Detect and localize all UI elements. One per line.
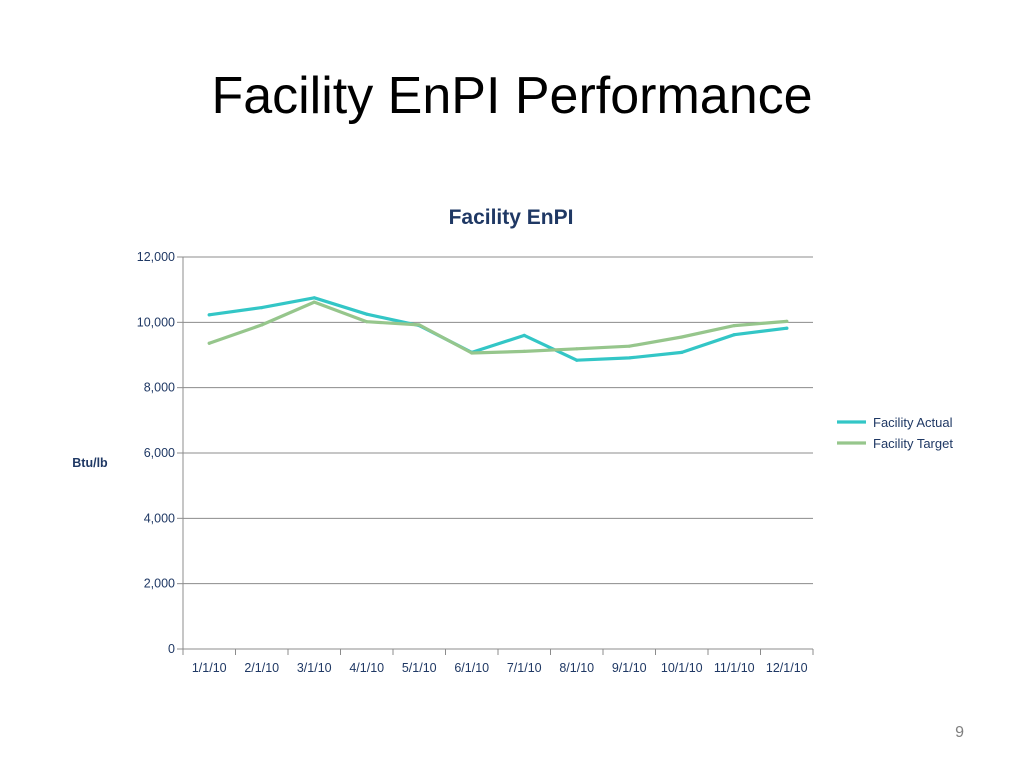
data-point [365,320,369,324]
x-tick-label: 3/1/10 [297,661,332,675]
x-tick-label: 1/1/10 [192,661,227,675]
data-point [680,350,684,354]
series-line-1 [207,296,789,362]
y-tick-label: 0 [168,642,175,656]
gridlines [183,256,813,585]
data-point [207,341,211,345]
page-number: 9 [955,724,964,741]
x-tick-label: 6/1/10 [454,661,489,675]
y-tick-label: 6,000 [144,446,175,460]
data-point [365,312,369,316]
x-tick-label: 9/1/10 [612,661,647,675]
data-point [575,358,579,362]
y-tick-label: 8,000 [144,381,175,395]
series [207,296,789,362]
y-axis-label: Btu/lb [72,456,108,470]
data-point [260,306,264,310]
y-tick-label: 2,000 [144,577,175,591]
y-tick-label: 4,000 [144,511,175,525]
data-point [312,300,316,304]
chart-title: Facility EnPI [449,206,574,229]
data-point [522,349,526,354]
series-line-2 [207,300,789,355]
legend-label-2: Facility Target [873,436,953,451]
x-tick-label: 8/1/10 [559,661,594,675]
y-tick-label: 10,000 [137,315,175,329]
y-tick-labels: 0 2,000 4,000 6,000 8,000 10,000 12,000 [137,250,175,656]
data-point [785,319,789,323]
data-point [470,351,474,355]
slide-title: Facility EnPI Performance [211,67,813,125]
data-point [732,324,736,328]
x-tick-label: 11/1/10 [714,661,755,675]
x-tick-labels: 1/1/10 2/1/10 3/1/10 4/1/10 5/1/10 6/1/10 7/1/… [192,661,808,675]
data-point [312,296,316,300]
y-tick-label: 12,000 [137,250,175,264]
data-point [627,356,631,360]
x-tick-label: 2/1/10 [244,661,279,675]
data-point [260,323,264,327]
data-point [207,313,211,317]
legend-label-1: Facility Actual [873,415,953,430]
legend: Facility Actual Facility Target [837,415,953,451]
x-tick-label: 12/1/10 [766,661,808,675]
data-point [417,323,421,327]
data-point [575,347,579,351]
data-point [627,344,631,348]
data-point [522,333,526,337]
axes [177,256,814,655]
x-tick-label: 4/1/10 [349,661,384,675]
x-tick-label: 10/1/10 [661,661,703,675]
data-point [680,335,684,339]
x-tick-label: 7/1/10 [507,661,542,675]
data-point [732,333,736,337]
x-tick-label: 5/1/10 [402,661,437,675]
data-point [785,326,789,330]
